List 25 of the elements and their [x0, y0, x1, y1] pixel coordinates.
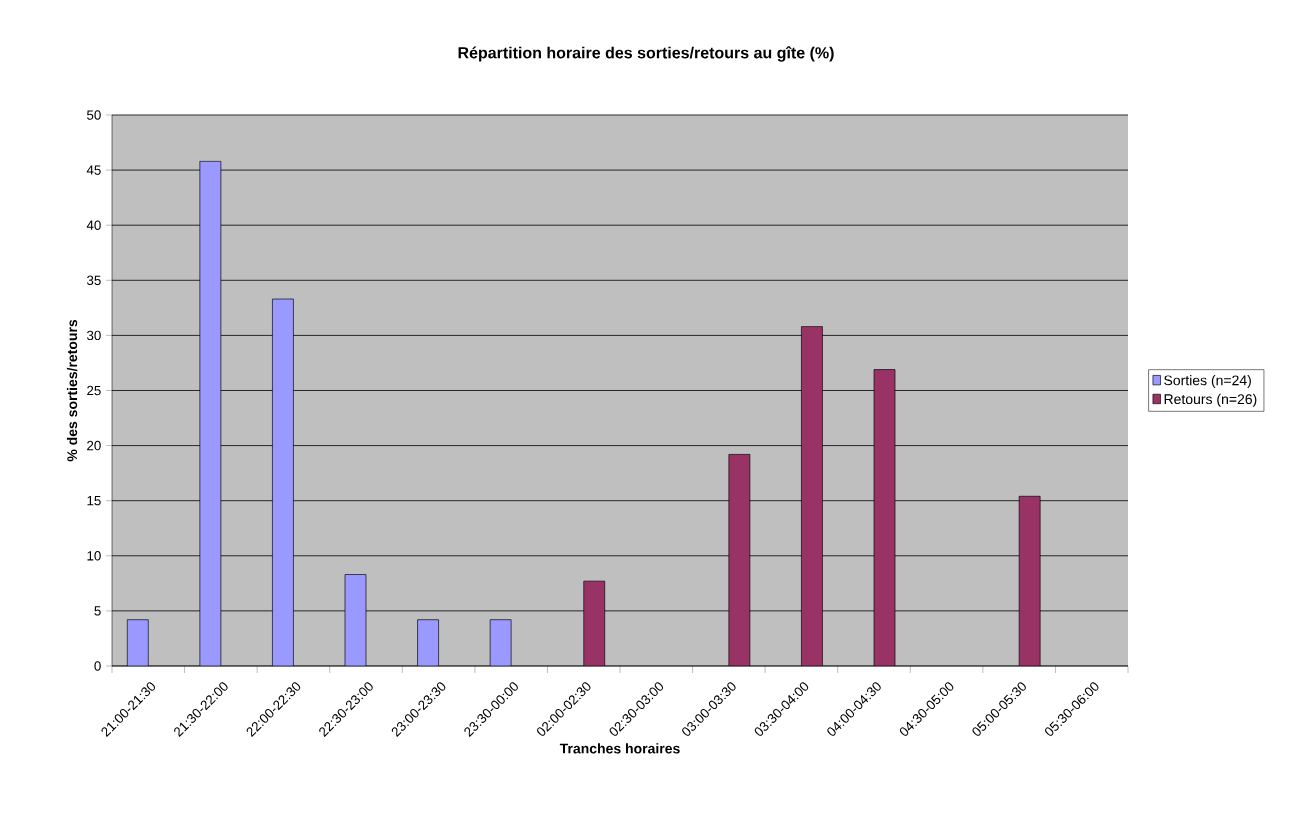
y-tick-label: 5 — [94, 606, 101, 616]
bar — [801, 326, 823, 666]
legend-label: Retours (n=26) — [1164, 393, 1257, 407]
bar — [127, 619, 149, 666]
bar — [417, 619, 439, 666]
bar — [272, 299, 294, 666]
y-tick-label: 30 — [86, 330, 101, 341]
y-tick-label: 50 — [87, 110, 101, 120]
bar — [874, 369, 895, 666]
y-tick-label: 20 — [87, 440, 101, 451]
y-tick-label: 15 — [87, 496, 101, 506]
chart-title: Répartition horaire des sorties/retours au gîte (%) — [458, 46, 834, 62]
y-tick-label: 25 — [87, 385, 101, 396]
y-axis-title: % des sorties/retours — [66, 319, 78, 462]
y-tick-label: 10 — [87, 551, 101, 561]
x-axis-title: Tranches horaires — [559, 743, 680, 754]
bar — [199, 161, 221, 666]
y-tick-label: 40 — [86, 220, 101, 230]
bar — [1018, 495, 1041, 666]
bar — [728, 454, 750, 666]
bar — [583, 581, 605, 666]
legend-label: Sorties (n=24) — [1164, 375, 1251, 389]
y-tick-label: 0 — [94, 661, 101, 671]
y-tick-label: 45 — [86, 165, 101, 175]
y-tick-label: 35 — [86, 275, 101, 286]
